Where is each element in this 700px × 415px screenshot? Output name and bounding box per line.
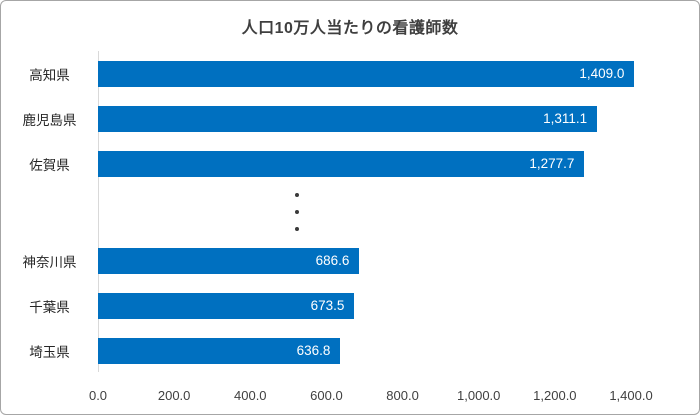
bar-row: 高知県 1,409.0 [1, 51, 635, 96]
category-label: 高知県 [29, 67, 70, 83]
bar: 1,277.7 [98, 150, 585, 177]
bar-row: 埼玉県 636.8 [1, 328, 631, 373]
x-tick-label: 1,000.0 [457, 388, 501, 403]
x-tick-label: 600.0 [310, 388, 343, 403]
bar-area: 686.6 [98, 247, 631, 274]
bar-area: 1,311.1 [98, 105, 631, 132]
category-label: 千葉県 [29, 299, 70, 315]
ellipsis-dot [295, 227, 299, 231]
value-label: 1,277.7 [529, 156, 575, 171]
x-tick-label: 200.0 [157, 388, 191, 403]
x-tick-label: 1,400.0 [609, 388, 653, 403]
value-label: 673.5 [310, 298, 345, 313]
value-label: 636.8 [296, 343, 331, 358]
bar-area: 1,277.7 [98, 150, 631, 177]
chart-title: 人口10万人当たりの看護師数 [241, 20, 459, 37]
value-label: 1,409.0 [579, 66, 625, 81]
x-tick-label: 1,200.0 [533, 388, 577, 403]
value-label: 686.6 [315, 253, 350, 268]
category-label: 神奈川県 [22, 254, 77, 270]
bar: 636.8 [98, 337, 341, 364]
x-axis: 0.0 200.0 400.0 600.0 800.0 1,000.0 1,200.0 1,4… [89, 388, 653, 404]
bar: 1,311.1 [98, 105, 598, 132]
bar-area: 673.5 [98, 292, 631, 319]
x-tick-label: 0.0 [88, 388, 108, 403]
category-label: 埼玉県 [29, 344, 70, 360]
bar: 1,409.0 [98, 60, 635, 87]
bar-area: 636.8 [98, 337, 631, 364]
bar-area: 1,409.0 [98, 60, 635, 87]
bar-row: 佐賀県 1,277.7 [1, 141, 631, 186]
bar-row: 神奈川県 686.6 [1, 238, 631, 283]
x-tick-label: 800.0 [386, 388, 419, 403]
category-label: 佐賀県 [29, 157, 70, 173]
bar-row: 千葉県 673.5 [1, 283, 631, 328]
x-tick-label: 400.0 [234, 388, 267, 403]
bar-rows: 高知県 1,409.0 鹿児島県 1,311.1 佐賀県 1,277.7 神奈川県 686.6… [1, 51, 635, 373]
category-label: 鹿児島県 [22, 112, 77, 128]
bar-row: 鹿児島県 1,311.1 [1, 96, 631, 141]
bar: 686.6 [98, 247, 360, 274]
bar: 673.5 [98, 292, 355, 319]
ellipsis-dot [295, 210, 299, 214]
category-axis-line [98, 51, 99, 372]
ellipsis-row [1, 186, 631, 238]
value-label: 1,311.1 [543, 111, 588, 126]
ellipsis-dot [295, 193, 299, 197]
